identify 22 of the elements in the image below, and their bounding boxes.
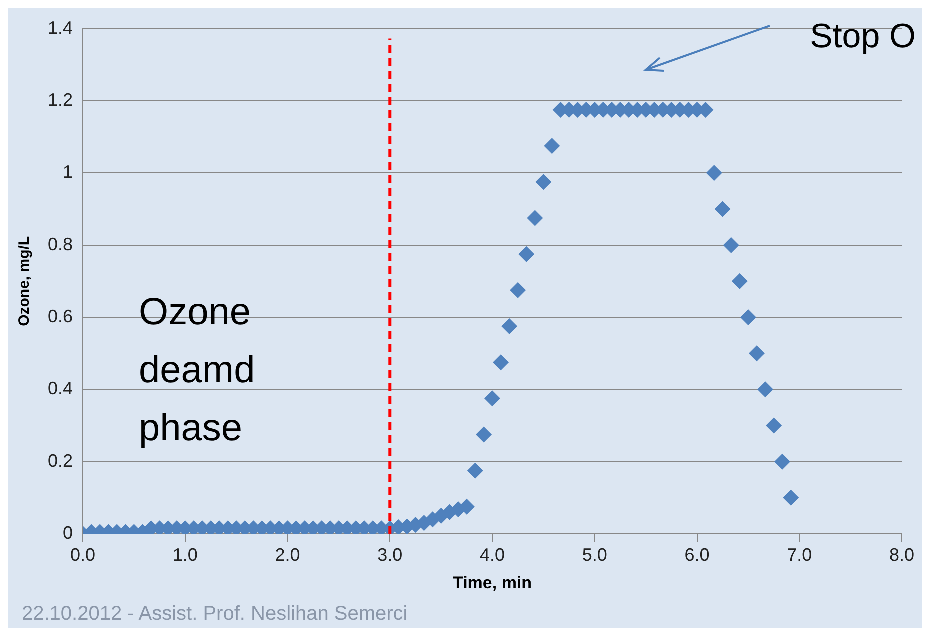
x-tick-label: 4.0 <box>480 544 506 565</box>
x-tick-label: 2.0 <box>275 544 300 565</box>
x-axis-title: Time, min <box>452 573 532 592</box>
text: 22.10.2012 - Assist. Prof. Neslihan Semerci <box>22 603 408 625</box>
x-tick-label: 8.0 <box>889 544 915 565</box>
y-tick-label: 0.2 <box>48 450 74 471</box>
x-tick-label: 7.0 <box>787 544 812 565</box>
y-tick-label: 1.4 <box>48 18 74 38</box>
annotation: Stop O <box>810 17 916 56</box>
x-tick-label: 1.0 <box>172 544 198 565</box>
x-tick-label: 3.0 <box>378 544 403 565</box>
y-tick-label: 0.4 <box>48 378 74 399</box>
y-tick-label: 1.2 <box>48 90 74 110</box>
y-tick-label: 1 <box>63 162 74 182</box>
annotation: Ozone deamd phase <box>139 292 256 450</box>
y-tick-label: 0.8 <box>48 234 74 254</box>
x-tick-label: 6.0 <box>684 544 710 565</box>
y-tick-label: 0.6 <box>48 306 74 326</box>
y-axis-title: Ozone, mg/L <box>16 236 34 326</box>
x-tick-label: 5.0 <box>582 544 608 565</box>
x-tick-label: 0.0 <box>70 544 96 565</box>
y-tick-label: 0 <box>63 522 74 543</box>
